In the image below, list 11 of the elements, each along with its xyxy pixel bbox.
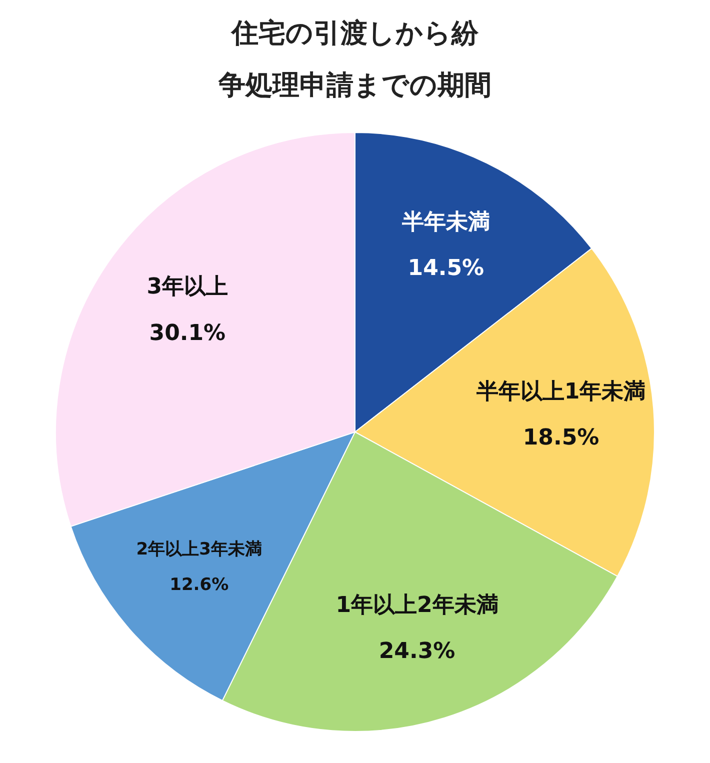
data-label: 30.1%: [149, 320, 226, 346]
slice-label: 半年以上1年未満: [475, 379, 646, 404]
data-label: 18.5%: [522, 426, 600, 451]
slice-label: 2年以上3年未満: [136, 539, 262, 560]
slice-label: 半年未満: [400, 210, 490, 236]
slice-label: 1年以上2年未満: [336, 592, 498, 618]
data-label: 14.5%: [408, 256, 484, 282]
data-label: 24.3%: [378, 638, 456, 664]
data-label: 12.6%: [170, 574, 229, 595]
slice-label: 3年以上: [146, 274, 228, 300]
chart-title: 住宅の引渡しから紛争処理申請までの期間: [217, 17, 492, 103]
